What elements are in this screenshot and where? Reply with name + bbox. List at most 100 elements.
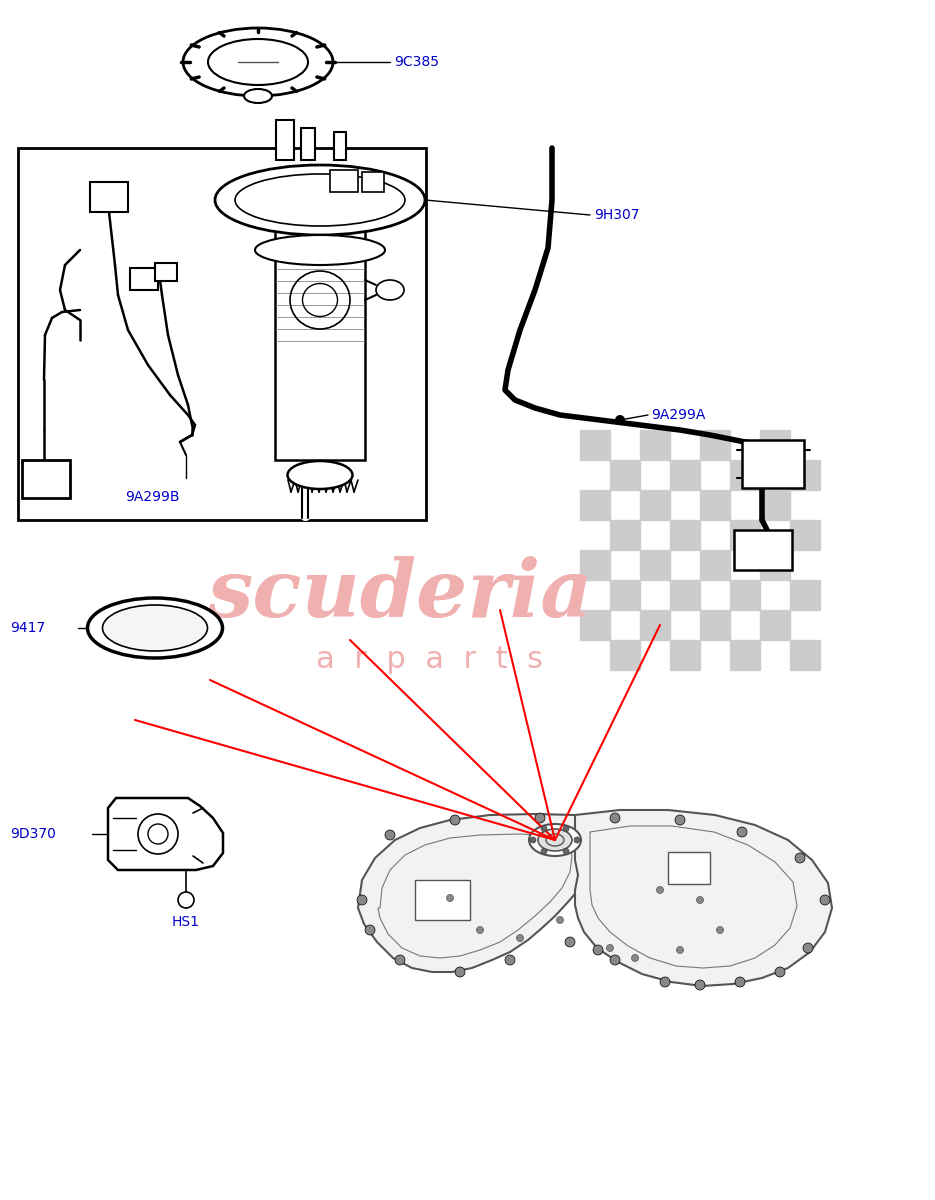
Bar [580,490,610,520]
Polygon shape [358,814,595,972]
Circle shape [447,894,453,901]
Circle shape [615,415,625,425]
Circle shape [656,887,664,894]
Bar [700,430,730,460]
Ellipse shape [208,38,308,85]
Bar [760,430,790,460]
Bar [334,132,346,160]
Circle shape [455,967,465,977]
Bar [362,172,384,192]
Ellipse shape [183,28,333,96]
Circle shape [737,827,747,838]
Bar [700,490,730,520]
Circle shape [677,947,683,954]
Bar [330,170,358,192]
Bar [580,430,610,460]
Bar [610,640,640,670]
Circle shape [565,937,575,947]
Circle shape [697,896,703,904]
Bar [580,550,610,580]
Ellipse shape [88,598,223,658]
Circle shape [631,954,639,961]
Circle shape [775,967,785,977]
Bar [668,852,710,884]
Bar [730,520,760,550]
Bar [760,610,790,640]
Text: 9D370: 9D370 [10,827,56,841]
Bar [790,460,820,490]
Circle shape [178,892,194,908]
Bar [790,640,820,670]
Circle shape [563,848,569,854]
Ellipse shape [538,829,572,851]
Circle shape [556,917,564,924]
Ellipse shape [215,164,425,235]
Bar [700,610,730,640]
Bar [580,610,610,640]
Text: 9H307: 9H307 [594,208,640,222]
Circle shape [574,838,580,842]
Circle shape [610,955,620,965]
Circle shape [505,955,515,965]
Bar [22,460,70,498]
Bar [670,580,700,610]
Ellipse shape [103,605,208,650]
Circle shape [803,943,813,953]
Bar [760,490,790,520]
Bar [275,230,365,460]
Circle shape [563,826,569,832]
Ellipse shape [376,280,404,300]
Circle shape [477,926,483,934]
Text: HS1: HS1 [172,914,200,929]
Bar [730,460,760,490]
Circle shape [716,926,724,934]
Bar [670,460,700,490]
Circle shape [516,935,524,942]
Bar [610,580,640,610]
Polygon shape [108,798,223,870]
Ellipse shape [244,89,272,103]
Circle shape [357,895,367,905]
Ellipse shape [287,461,352,490]
Circle shape [541,848,547,854]
Bar [415,880,470,920]
Circle shape [695,980,705,990]
Bar [610,520,640,550]
Bar [700,550,730,580]
Circle shape [593,946,603,955]
Text: 9C385: 9C385 [394,55,439,68]
Bar [670,640,700,670]
Circle shape [675,815,685,826]
Text: 9A299B: 9A299B [124,490,180,504]
Bar [640,550,670,580]
Circle shape [541,826,547,832]
Bar [790,520,820,550]
Circle shape [795,853,805,863]
Bar [130,268,158,290]
Bar [610,460,640,490]
Polygon shape [575,810,832,986]
Circle shape [535,814,545,823]
Bar [670,520,700,550]
Circle shape [365,925,375,935]
Bar [742,440,804,488]
Circle shape [607,944,613,952]
Bar [155,263,177,281]
Bar [640,610,670,640]
Text: a  r  p  a  r  t  s: a r p a r t s [317,646,543,674]
Bar [730,640,760,670]
Text: 9417: 9417 [10,622,45,635]
Circle shape [735,977,745,986]
Circle shape [820,895,830,905]
Circle shape [395,955,405,965]
Bar [301,128,315,160]
Circle shape [660,977,670,986]
Circle shape [385,830,395,840]
Circle shape [450,815,460,826]
Bar [730,580,760,610]
Bar [640,430,670,460]
Bar [90,182,128,212]
Circle shape [530,838,536,842]
Bar [640,490,670,520]
Text: 9A299A: 9A299A [651,408,705,422]
